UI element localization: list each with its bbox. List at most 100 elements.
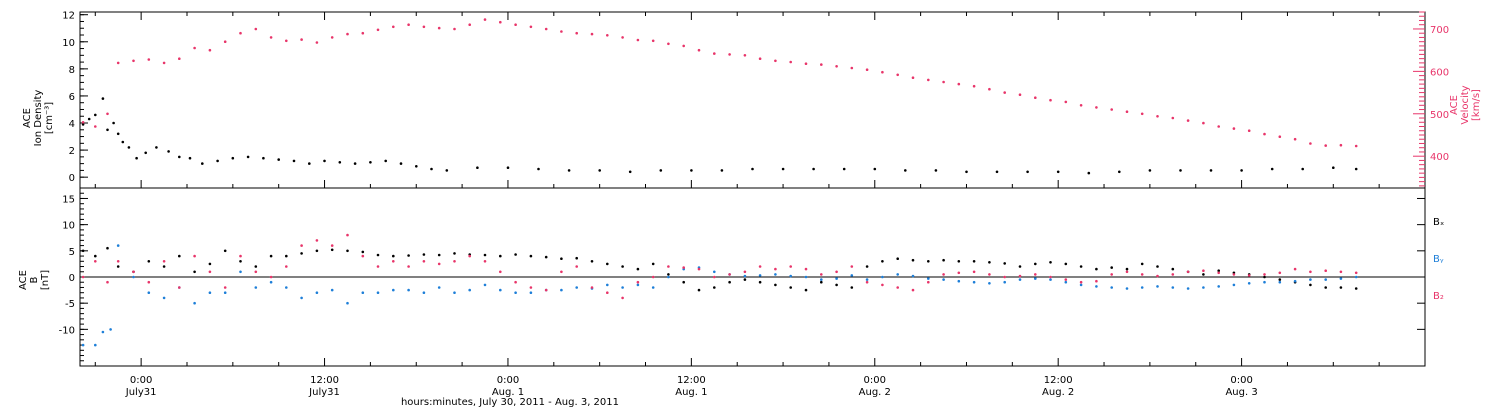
by-point <box>713 270 716 274</box>
velocity-point <box>193 46 196 50</box>
velocity-point <box>1324 144 1327 147</box>
velocity-point <box>560 30 563 33</box>
density-point <box>934 169 938 172</box>
bz-point <box>392 260 395 263</box>
velocity-point <box>315 41 319 44</box>
date-tick-label: Aug. 3 <box>1225 387 1257 398</box>
bx-point <box>697 288 701 292</box>
density-point <box>445 169 449 172</box>
bx-point <box>590 260 594 263</box>
time-tick-label: 0:00 <box>864 375 886 386</box>
bx-point <box>453 252 456 255</box>
by-point <box>1232 283 1236 287</box>
density-point <box>81 123 85 126</box>
bx-point <box>1003 262 1006 265</box>
bz-point <box>804 267 808 271</box>
by-point <box>1339 277 1343 280</box>
bz-point <box>636 280 640 284</box>
by-point <box>1049 278 1052 281</box>
density-tick-label: 8 <box>69 65 75 76</box>
by-point <box>1202 286 1205 289</box>
by-point <box>1156 285 1159 288</box>
by-point <box>116 244 120 247</box>
velocity-point <box>896 73 899 77</box>
bx-point <box>300 252 303 255</box>
density-point <box>144 151 147 155</box>
by-point <box>957 279 961 283</box>
bz-point <box>621 296 624 300</box>
bz-point <box>682 266 685 269</box>
bz-point <box>330 244 334 247</box>
by-point <box>529 291 533 295</box>
bz-point <box>162 260 166 263</box>
bz-point <box>1095 279 1098 283</box>
bx-point <box>529 254 533 258</box>
density-point <box>216 159 219 163</box>
velocity-point <box>269 36 273 39</box>
bz-point <box>896 286 899 289</box>
by-point <box>208 291 212 295</box>
bx-point <box>1202 273 1205 276</box>
density-point <box>106 128 109 132</box>
bz-point <box>1003 275 1006 279</box>
bx-point <box>636 267 640 271</box>
by-point <box>239 270 242 274</box>
date-tick-label: Aug. 1 <box>492 387 524 398</box>
density-tick-label: 4 <box>69 119 75 130</box>
velocity-point <box>483 18 487 21</box>
by-point <box>483 283 487 287</box>
by-point <box>881 275 884 279</box>
bz-point <box>789 265 792 268</box>
bx-point <box>116 265 120 268</box>
by-point <box>1293 279 1297 283</box>
density-point <box>659 169 663 172</box>
by-point <box>1140 286 1144 289</box>
velocity-label-line3: [km/s] <box>1471 89 1482 121</box>
bx-point <box>713 286 716 289</box>
density-point <box>415 165 418 168</box>
by-point <box>1095 285 1098 288</box>
bz-point <box>407 265 410 268</box>
bz-point <box>193 254 196 258</box>
bz-point <box>881 283 884 287</box>
velocity-point <box>835 65 838 68</box>
velocity-point <box>346 32 349 36</box>
by-point <box>101 330 105 334</box>
legend-by: Bᵧ <box>1433 254 1444 265</box>
bz-point <box>1293 267 1297 271</box>
bx-point <box>407 254 410 257</box>
time-tick-label: 12:00 <box>1044 375 1073 386</box>
by-point <box>1171 286 1175 289</box>
bx-point <box>1156 265 1159 268</box>
by-point <box>1110 286 1113 289</box>
velocity-point <box>713 52 716 55</box>
field-axis-ticks: -10 -5 0 5 10 15 <box>59 192 1425 362</box>
velocity-point <box>636 38 640 42</box>
bz-point <box>1232 273 1236 276</box>
bz-point <box>1309 270 1312 274</box>
bz-point <box>942 273 945 276</box>
velocity-point <box>1110 108 1113 111</box>
bx-point <box>682 280 685 284</box>
velocity-point <box>81 121 85 124</box>
velocity-point <box>178 57 181 60</box>
bx-point <box>330 248 334 252</box>
velocity-point <box>544 27 548 31</box>
by-point <box>789 274 792 278</box>
density-point <box>178 155 181 159</box>
velocity-point <box>590 32 594 36</box>
density-point <box>965 170 968 174</box>
bz-point <box>743 270 747 274</box>
field-tick-label: 0 <box>69 273 75 284</box>
bz-point <box>927 280 930 284</box>
density-point <box>1240 169 1243 172</box>
velocity-point <box>300 38 303 41</box>
bx-point <box>621 265 624 268</box>
bz-point <box>1156 274 1159 278</box>
velocity-point <box>1125 110 1129 113</box>
bx-point <box>606 262 609 266</box>
bx-point <box>483 253 487 257</box>
density-point <box>506 166 510 169</box>
bz-point <box>147 280 151 284</box>
